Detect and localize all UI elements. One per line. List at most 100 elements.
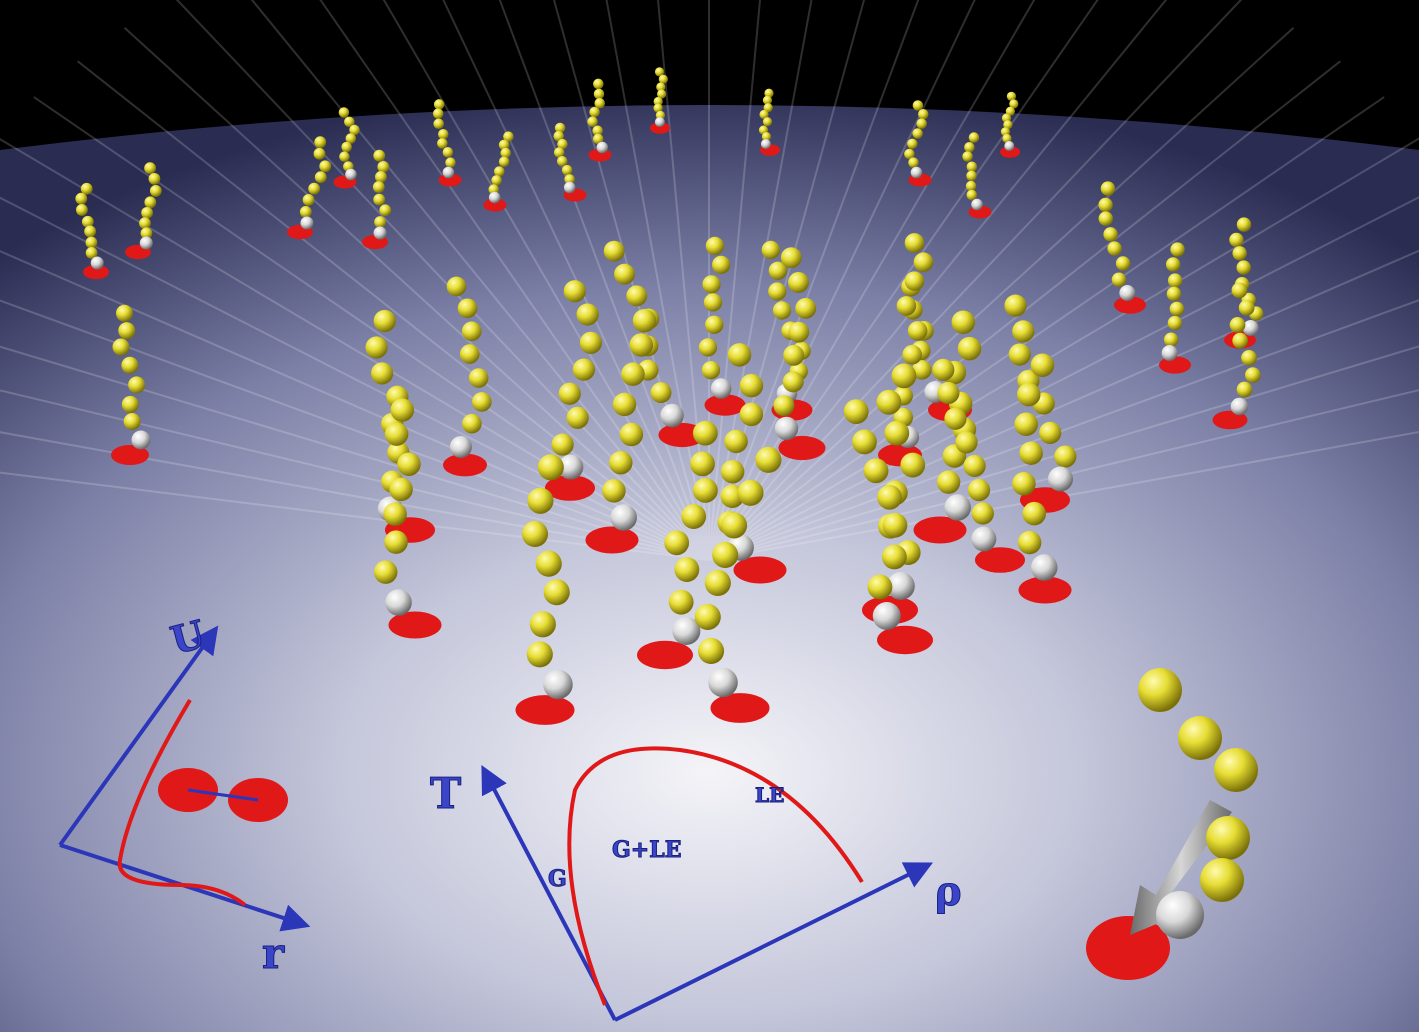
- tail-bead: [852, 429, 877, 455]
- tail-bead: [693, 478, 718, 503]
- tail-bead: [951, 310, 976, 334]
- tail-bead: [1232, 332, 1249, 349]
- tail-bead: [526, 641, 553, 668]
- polymer-chain: [432, 99, 462, 187]
- tail-bead: [703, 293, 723, 312]
- tail-bead: [339, 151, 350, 162]
- tail-bead: [1098, 197, 1113, 213]
- anchor-disc: [515, 695, 575, 725]
- tail-bead: [81, 215, 94, 228]
- polymer-chain: [362, 149, 392, 250]
- tail-bead: [503, 131, 514, 142]
- tail-bead: [966, 189, 978, 201]
- tail-bead: [299, 206, 312, 218]
- head-bead: [558, 454, 584, 480]
- tail-bead: [755, 446, 782, 473]
- tail-bead: [955, 431, 978, 454]
- tail-bead: [1236, 217, 1252, 232]
- tail-bead: [461, 321, 482, 342]
- head-bead: [1230, 397, 1249, 416]
- light-streak: [123, 26, 710, 561]
- tail-bead: [1163, 332, 1179, 347]
- light-streak: [708, 26, 1295, 561]
- tail-bead: [563, 280, 586, 303]
- tail-bead: [1206, 816, 1250, 860]
- tail-bead: [576, 303, 599, 326]
- tail-bead: [500, 147, 511, 159]
- tail-bead: [543, 579, 570, 606]
- polymer-chain: [694, 446, 782, 723]
- tail-bead: [656, 89, 667, 99]
- anchor-disc: [913, 516, 967, 544]
- tail-bead: [1039, 421, 1062, 444]
- tail-bead: [962, 151, 973, 162]
- head-bead: [708, 667, 738, 698]
- tail-bead: [115, 304, 133, 322]
- tail-bead: [1115, 256, 1131, 271]
- tail-bead: [438, 129, 449, 140]
- tail-bead: [445, 157, 456, 168]
- tail-bead: [384, 530, 408, 554]
- anchor-disc: [710, 693, 770, 723]
- tail-bead: [867, 574, 893, 600]
- light-streak: [708, 137, 1419, 561]
- tail-bead: [566, 406, 589, 429]
- tail-bead: [141, 206, 153, 219]
- polymer-chain: [698, 236, 746, 416]
- light-streak: [708, 0, 1243, 561]
- tail-bead: [442, 147, 454, 158]
- anchor-disc: [1086, 916, 1170, 980]
- tail-bead: [556, 156, 568, 167]
- tail-bead: [370, 362, 394, 385]
- polymer-chain: [843, 399, 933, 655]
- polymer-field: [75, 67, 1264, 725]
- tail-bead: [1107, 241, 1122, 256]
- polymer-chain: [637, 420, 718, 670]
- anchor-disc: [585, 526, 639, 554]
- tail-bead: [773, 395, 795, 417]
- head-bead: [760, 139, 771, 149]
- tail-bead: [768, 282, 787, 301]
- tail-bead: [144, 162, 156, 175]
- tail-bead: [762, 95, 773, 105]
- region-label-coexistence: G+LE: [612, 837, 681, 863]
- potential-plot: U r: [58, 610, 311, 979]
- tail-bead: [1016, 382, 1041, 407]
- anchor-disc: [637, 640, 693, 670]
- head-bead: [373, 226, 387, 240]
- tail-bead: [389, 477, 413, 502]
- tail-bead: [471, 392, 492, 412]
- tail-bead: [558, 382, 581, 405]
- tail-bead: [739, 373, 764, 398]
- anchor-disc: [1114, 296, 1146, 314]
- tail-bead: [139, 217, 151, 230]
- tail-bead: [1214, 748, 1258, 792]
- head-bead: [710, 378, 732, 399]
- tail-bead: [345, 133, 357, 144]
- tail-bead: [594, 98, 605, 109]
- tail-bead: [344, 116, 355, 128]
- anchor-disc: [545, 475, 595, 501]
- polymer-chain: [773, 247, 826, 461]
- tail-bead: [446, 276, 467, 297]
- tail-bead: [349, 124, 360, 136]
- tail-bead: [681, 504, 707, 529]
- surface: [0, 105, 1419, 1032]
- head-bead: [1030, 554, 1058, 581]
- light-streak: [708, 0, 1168, 561]
- tail-bead: [373, 193, 386, 206]
- light-streak: [708, 249, 1419, 561]
- tail-bead: [379, 204, 392, 217]
- tail-bead: [912, 100, 924, 111]
- tail-bead: [561, 164, 573, 176]
- coexistence-curve: [567, 746, 864, 1006]
- tail-bead: [1245, 367, 1261, 383]
- head-bead: [449, 436, 472, 458]
- tail-bead: [768, 261, 787, 280]
- tail-bead: [712, 541, 739, 569]
- tail-bead: [1012, 471, 1036, 496]
- tail-bead: [704, 569, 731, 597]
- tail-bead: [668, 589, 694, 615]
- tail-bead: [589, 106, 600, 118]
- phase-y-label: T: [430, 769, 461, 818]
